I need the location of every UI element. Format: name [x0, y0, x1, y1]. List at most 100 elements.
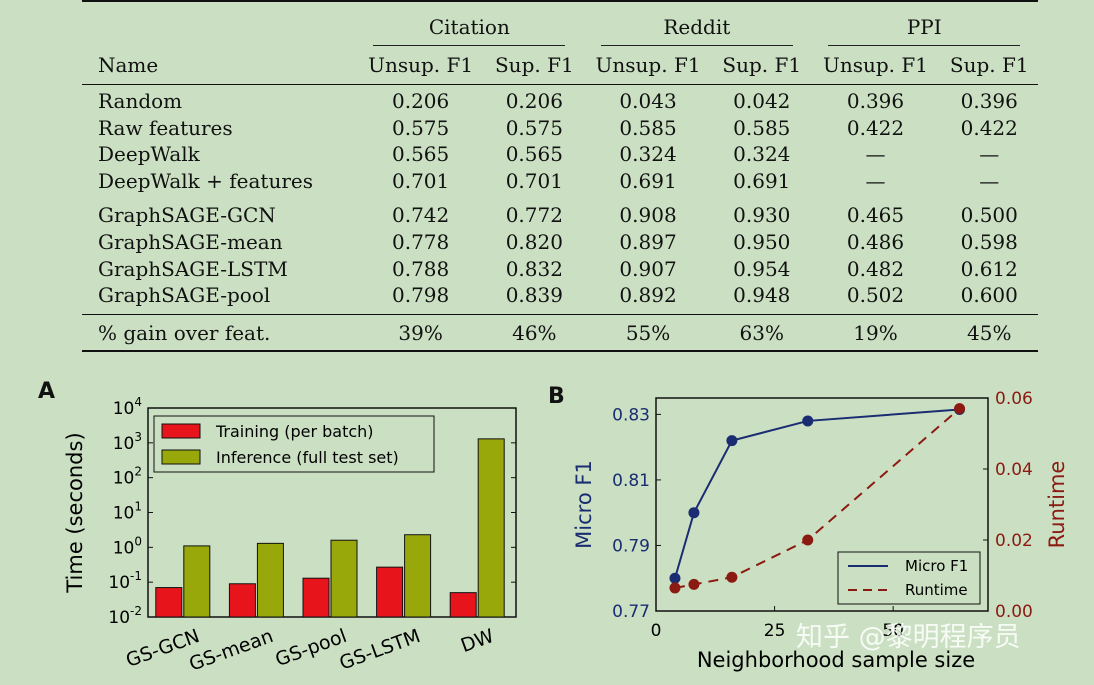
- table-cell: 0.502: [846, 283, 905, 308]
- group-header-row: Citation Reddit PPI: [82, 2, 1038, 46]
- table-cell: 0.691: [733, 169, 791, 194]
- column-header: Unsup. F1: [595, 52, 701, 77]
- panel-b-label: B: [548, 384, 565, 409]
- table-cell: 0.396: [846, 88, 905, 113]
- table-cell: 0.772: [505, 203, 563, 228]
- table-cell: 0.778: [391, 229, 450, 254]
- row-name: DeepWalk + features: [98, 169, 313, 194]
- table-cell: 0.565: [505, 142, 563, 167]
- x-tick-label: GS-pool: [272, 625, 349, 671]
- table-cell: 55%: [625, 320, 671, 345]
- bar: [330, 539, 358, 618]
- column-header: Unsup. F1: [368, 52, 474, 77]
- table-row: GraphSAGE-mean 0.778 0.820 0.897 0.950 0.486 0…: [82, 228, 1038, 255]
- table-cell: 0.701: [505, 169, 563, 194]
- table-cell: 0.422: [960, 115, 1018, 140]
- y-axis-label: Time (seconds): [63, 432, 87, 593]
- row-name: GraphSAGE-GCN: [98, 203, 276, 228]
- table-cell: 0.422: [846, 115, 905, 140]
- table-cell: —: [979, 169, 1000, 194]
- table-cell: 0.612: [960, 256, 1018, 281]
- x-axis-label: Neighborhood sample size: [697, 648, 975, 672]
- y-tick-label: 0.81: [612, 471, 650, 491]
- table-row: DeepWalk + features 0.701 0.701 0.691 0.691 —…: [82, 168, 1038, 195]
- table-cell: 0.575: [505, 115, 563, 140]
- table-cell: 0.950: [733, 229, 791, 254]
- plot-frame: [655, 397, 989, 612]
- table-cell: 0.042: [733, 88, 791, 113]
- x-tick-label: DW: [458, 625, 497, 657]
- y2-tick-label: 0.06: [995, 389, 1033, 409]
- table-cell: 0.465: [846, 203, 905, 228]
- group-header: PPI: [828, 15, 1021, 46]
- group-header: Reddit: [600, 15, 793, 46]
- table-cell: 0.600: [960, 283, 1018, 308]
- x-tick-label: 50: [882, 621, 904, 641]
- row-name: GraphSAGE-pool: [98, 283, 271, 308]
- row-name: GraphSAGE-mean: [98, 229, 283, 254]
- y-axis-label: Micro F1: [572, 460, 596, 549]
- table-cell: 0.788: [391, 256, 450, 281]
- gain-row: % gain over feat. 39% 46% 55% 63% 19% 45%: [82, 315, 1038, 351]
- table-rule: [82, 83, 1038, 85]
- table-row: DeepWalk 0.565 0.565 0.324 0.324 — —: [82, 141, 1038, 168]
- table-rule: [82, 314, 1038, 316]
- y-tick-label: 10-2: [108, 604, 142, 628]
- legend-label: Runtime: [905, 581, 968, 599]
- row-name: Random: [98, 88, 183, 113]
- data-point: [954, 403, 966, 415]
- y2-tick-label: 0.02: [995, 531, 1033, 551]
- timing-bar-chart: 10-2 10-1 100 101 102 103 104 Time (seconds) GS-…: [63, 395, 517, 676]
- bar: [449, 592, 477, 618]
- table-cell: 0.324: [619, 142, 677, 167]
- x-tick-label: 25: [764, 621, 786, 641]
- table-cell: 63%: [739, 320, 784, 345]
- table-cell: 0.500: [960, 203, 1018, 228]
- bar: [228, 583, 256, 618]
- bar: [404, 534, 432, 618]
- bar: [477, 438, 505, 618]
- row-name: DeepWalk: [98, 142, 200, 167]
- table-cell: —: [979, 142, 1000, 167]
- data-point: [688, 578, 700, 590]
- y2-tick-label: 0.00: [995, 602, 1033, 622]
- table-cell: 0.908: [619, 203, 677, 228]
- column-header: Name: [98, 52, 159, 77]
- x-tick-label: 0: [651, 621, 662, 641]
- table-cell: —: [865, 142, 886, 167]
- y2-tick-label: 0.04: [995, 460, 1033, 480]
- legend: Micro F1 Runtime: [837, 551, 981, 605]
- table-cell: 46%: [512, 320, 557, 345]
- y-tick-label: 101: [113, 500, 142, 524]
- y-tick-label: 0.77: [612, 602, 650, 622]
- legend-swatch: [161, 423, 201, 439]
- bar: [155, 587, 183, 618]
- legend-label: Inference (full test set): [216, 448, 399, 467]
- table-cell: 0.396: [960, 88, 1018, 113]
- table-cell: —: [865, 169, 886, 194]
- group-header: Citation: [373, 15, 566, 46]
- table-cell: 0.839: [505, 283, 563, 308]
- sample-size-line-chart: 0.77 0.79 0.81 0.83 0.00 0.02 0.04 0.06 0 25 50 Mic…: [572, 389, 1069, 672]
- row-name: GraphSAGE-LSTM: [98, 256, 288, 281]
- table-cell: 0.954: [733, 256, 791, 281]
- data-point: [802, 534, 814, 546]
- y-tick-label: 104: [113, 395, 142, 419]
- x-tick-label: GS-mean: [186, 625, 276, 676]
- data-point: [688, 507, 700, 519]
- column-header-row: Name Unsup. F1 Sup. F1 Unsup. F1 Sup. F1 Unsu…: [82, 46, 1038, 84]
- y-tick-label: 103: [113, 430, 142, 454]
- table-cell: 0.820: [505, 229, 563, 254]
- table-cell: 0.948: [733, 283, 791, 308]
- y2-axis-label: Runtime: [1045, 461, 1069, 549]
- legend-label: Training (per batch): [215, 422, 374, 441]
- watermark: 知乎 @黎明程序员: [796, 622, 1021, 653]
- table-cell: 45%: [967, 320, 1012, 345]
- y-tick-label: 0.79: [612, 536, 650, 556]
- table-cell: 0.575: [391, 115, 450, 140]
- table-cell: 0.798: [391, 283, 450, 308]
- table-cell: 0.585: [733, 115, 791, 140]
- spacer: [82, 195, 1038, 202]
- table-cell: 0.701: [391, 169, 450, 194]
- table-cell: 0.043: [619, 88, 677, 113]
